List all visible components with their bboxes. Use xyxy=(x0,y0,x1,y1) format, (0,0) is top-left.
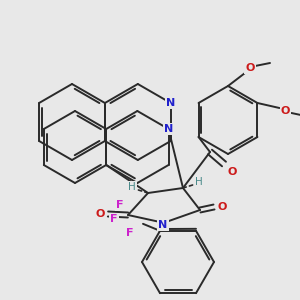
Text: F: F xyxy=(116,200,124,210)
Text: O: O xyxy=(227,167,237,177)
Text: F: F xyxy=(110,214,118,224)
Text: H: H xyxy=(195,177,203,187)
Text: F: F xyxy=(126,228,134,238)
Text: N: N xyxy=(166,98,176,108)
Text: N: N xyxy=(164,124,173,134)
Text: O: O xyxy=(217,202,227,212)
Text: H: H xyxy=(128,182,136,192)
Text: N: N xyxy=(158,220,168,230)
Text: O: O xyxy=(281,106,290,116)
Text: O: O xyxy=(245,63,255,73)
Text: O: O xyxy=(95,209,105,219)
